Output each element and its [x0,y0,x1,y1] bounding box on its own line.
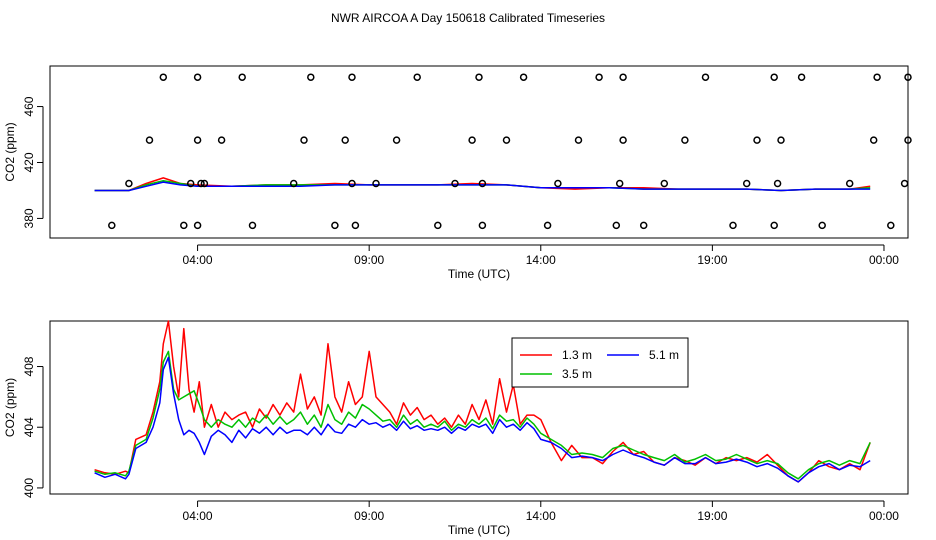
reference-point [348,73,356,81]
reference-point [904,136,912,144]
reference-point [217,136,226,144]
top-panel: 04:00 09:00 14:00 19:00 00:00 Time (UTC) 380 42… [3,65,912,281]
x-tick-label: 09:00 [354,509,384,523]
reference-point [869,136,878,144]
reference-point [887,221,895,230]
legend: 1.3 m 3.5 m 5.1 m [511,337,689,388]
x-tick-label: 04:00 [183,509,213,523]
legend-box [511,337,689,388]
x-tick-label: 14:00 [526,253,556,267]
reference-point [193,221,202,230]
reference-point [519,73,528,81]
reference-point [615,179,624,188]
y-tick-label: 460 [22,96,36,116]
reference-point [554,179,562,188]
reference-point [660,179,669,188]
legend-label: 5.1 m [649,348,679,362]
reference-point [248,221,257,230]
reference-point [770,221,778,230]
y-axis-label: CO2 (ppm) [3,122,17,181]
y-tick-label: 400 [22,478,36,498]
reference-point [612,221,621,230]
reference-point [200,179,209,188]
plot-frame [49,65,909,239]
legend-label: 3.5 m [562,367,592,381]
reference-point [619,73,627,81]
reference-point [186,179,195,188]
reference-point [475,73,483,81]
reference-point [742,179,751,188]
reference-point [180,221,188,230]
reference-point [797,73,806,81]
reference-point [372,179,380,188]
reference-point [753,136,761,144]
reference-point [238,73,246,81]
reference-point [159,73,168,81]
x-tick-label: 04:00 [183,253,213,267]
series-line-1-3-m [94,320,871,483]
x-tick-label: 00:00 [869,253,899,267]
reference-point [451,179,459,188]
reference-point [413,73,421,81]
reference-point [289,179,298,188]
reference-point [543,221,552,230]
reference-point [125,179,133,188]
series-line-3-5-m [94,350,871,480]
reference-point [873,73,881,81]
reference-point [108,221,116,230]
reference-point [392,136,401,144]
bottom-panel: 04:00 09:00 14:00 19:00 00:00 Time (UTC) 400 40… [3,320,909,537]
x-tick-label: 19:00 [697,509,727,523]
reference-point [478,179,487,188]
reference-point [845,179,854,188]
reference-point [351,221,360,230]
reference-point [145,136,154,144]
reference-point [574,136,583,144]
y-tick-label: 404 [22,417,36,437]
reference-point [701,73,710,81]
reference-point [348,179,356,188]
reference-point [681,136,689,144]
x-tick-label: 14:00 [526,509,556,523]
y-tick-label: 408 [22,356,36,376]
x-axis-label: Time (UTC) [448,523,510,537]
reference-point [773,179,782,188]
x-tick-label: 09:00 [354,253,384,267]
legend-label: 1.3 m [562,348,592,362]
y-tick-label: 420 [22,152,36,172]
reference-point [619,136,627,144]
series-line-5-1-m [94,181,871,192]
reference-point [777,136,785,144]
reference-point [900,179,909,188]
reference-point [468,136,476,144]
reference-point [300,136,308,144]
x-tick-label: 00:00 [869,509,899,523]
reference-point [193,136,202,144]
reference-point [307,73,315,81]
reference-point [639,221,648,230]
reference-point [197,179,205,188]
reference-point [729,221,737,230]
reference-point [478,221,487,230]
reference-point [193,73,202,81]
reference-point [904,73,912,81]
y-axis-label: CO2 (ppm) [3,378,17,437]
chart-title: NWR AIRCOA A Day 150618 Calibrated Times… [331,11,605,25]
x-axis-label: Time (UTC) [448,267,510,281]
reference-point [502,136,511,144]
plot-frame [49,320,909,495]
reference-point [341,136,349,144]
reference-point [770,73,778,81]
reference-point [818,221,826,230]
reference-point [595,73,603,81]
reference-point [331,221,339,230]
series-line-5-1-m [94,356,871,483]
reference-point [434,221,442,230]
y-tick-label: 380 [22,208,36,228]
x-tick-label: 19:00 [697,253,727,267]
